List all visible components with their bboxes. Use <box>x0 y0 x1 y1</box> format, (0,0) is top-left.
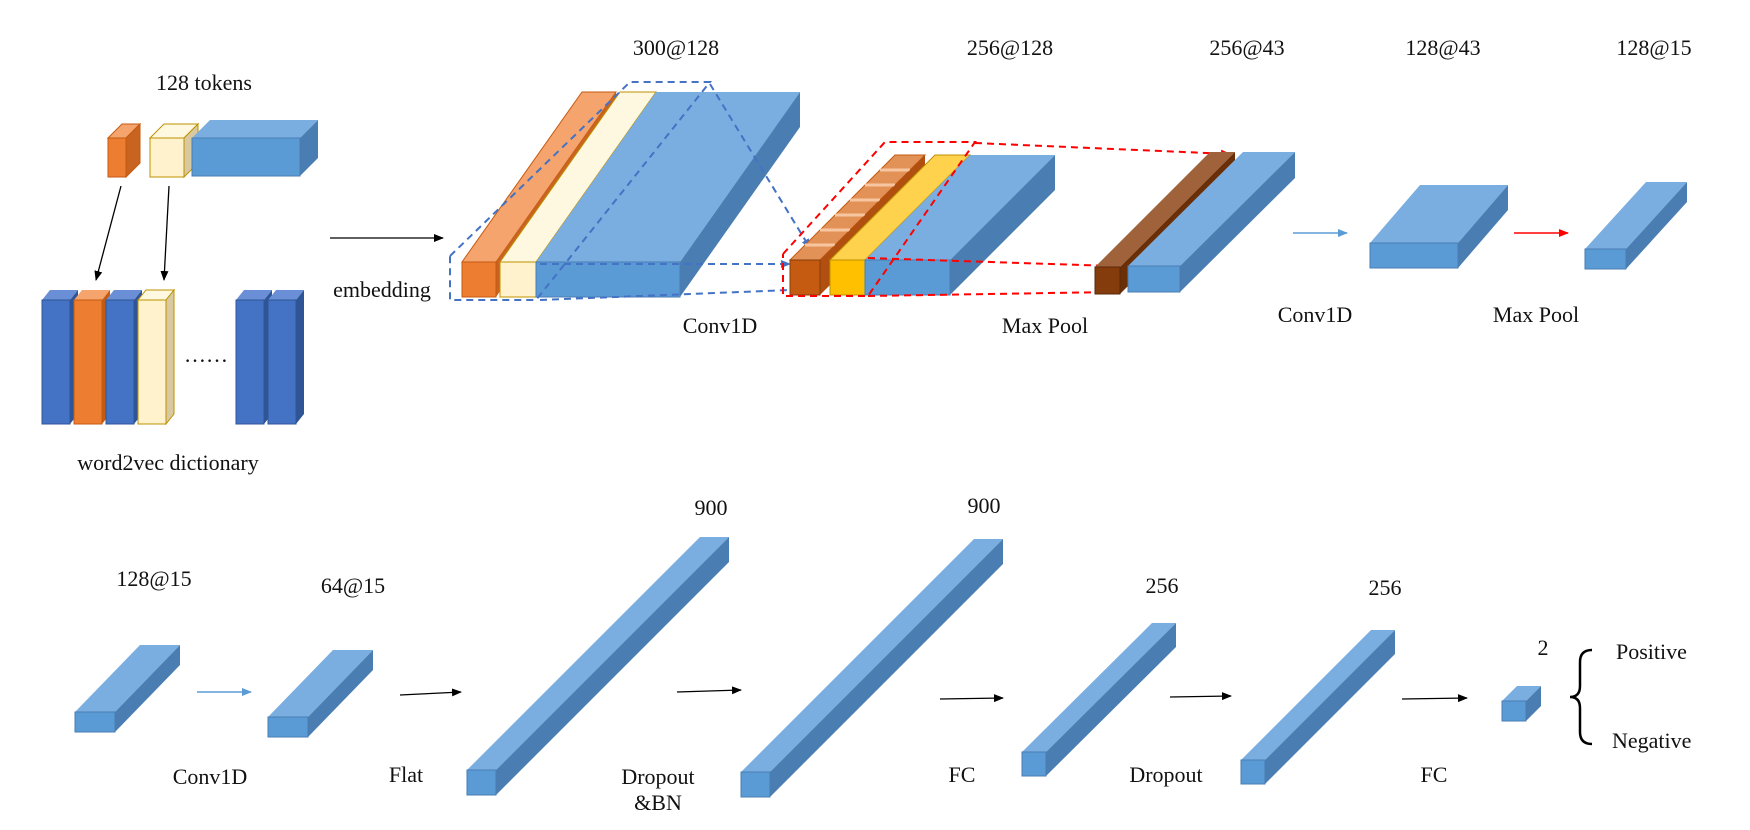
dict-vector-cream <box>136 288 176 426</box>
pool1-output-volume <box>1094 152 1295 295</box>
dropout-bn-output-volume <box>740 539 1003 798</box>
conv2-output-volume <box>1369 185 1508 269</box>
class-brace <box>1569 648 1593 746</box>
conv1-output-volume <box>782 141 1055 297</box>
conv2-op-label: Conv1D <box>1278 302 1353 327</box>
embedding-dim-label: 300@128 <box>633 35 719 60</box>
input-tokens <box>106 120 318 179</box>
conv3-dim-label: 64@15 <box>321 573 385 598</box>
pool-projection-line <box>867 291 1113 297</box>
dropout-dim-label: 256 <box>1369 575 1402 600</box>
fc2-op-label: FC <box>1421 762 1448 787</box>
dropout-output-volume <box>1240 630 1395 785</box>
conv1-block-blue <box>864 155 1055 296</box>
pool-window-dashed <box>782 141 977 297</box>
conv3-output-volume <box>267 650 373 738</box>
pool2-op-label: Max Pool <box>1493 302 1579 327</box>
fc2-dim-label: 2 <box>1538 635 1549 660</box>
token-cube-orange <box>106 122 142 179</box>
input-tokens-label: 128 tokens <box>156 70 252 95</box>
pool2-dim-label: 128@15 <box>1616 35 1691 60</box>
conv1-dim-label: 256@128 <box>967 35 1053 60</box>
flat-op-label: Flat <box>389 762 423 787</box>
pool1-op-label: Max Pool <box>1002 313 1088 338</box>
fc1-op-label: FC <box>949 762 976 787</box>
bottom-input-volume <box>74 645 180 733</box>
token-to-dict-arrow-1 <box>94 185 122 281</box>
kernel-projection-line <box>539 289 791 301</box>
fc1-dim-label: 256 <box>1146 573 1179 598</box>
conv1-op-label: Conv1D <box>683 313 758 338</box>
pool-projection-line <box>867 257 1113 270</box>
dropout-bn-op-label-line1: Dropout <box>621 764 694 789</box>
word2vec-dictionary: …… <box>41 288 304 426</box>
fc1-arrow <box>939 694 1004 703</box>
dict-vector <box>105 290 142 425</box>
flat-dim-label: 900 <box>695 495 728 520</box>
embedding-output-volume <box>449 81 800 301</box>
dict-vector <box>41 290 78 425</box>
fc1-output-volume <box>1021 623 1176 777</box>
embedding-label: embedding <box>333 277 431 302</box>
conv1-slice-gold <box>828 154 972 296</box>
flat-output-volume <box>466 537 729 796</box>
pool1-dim-label: 256@43 <box>1209 35 1284 60</box>
conv3-op-label: Conv1D <box>173 764 248 789</box>
positive-class-label: Positive <box>1616 639 1687 664</box>
embedding-block-blue <box>535 92 800 298</box>
dropout-bn-arrow <box>676 686 742 695</box>
pool-projection-line <box>974 142 1231 158</box>
token-cube-cream <box>148 122 200 179</box>
pool1-block-blue <box>1127 152 1295 293</box>
flat-arrow <box>399 688 462 697</box>
dict-vector <box>235 290 272 425</box>
kernel-projection-line <box>709 83 811 249</box>
conv2-dim-label: 128@43 <box>1405 35 1480 60</box>
dropout-op-label: Dropout <box>1129 762 1202 787</box>
fc2-output-volume <box>1501 686 1541 722</box>
dict-vector-orange <box>73 290 110 425</box>
negative-class-label: Negative <box>1612 728 1691 753</box>
token-to-dict-arrow-2 <box>160 185 170 281</box>
bottom-input-dim-label: 128@15 <box>116 566 191 591</box>
pool2-output-volume <box>1584 182 1687 270</box>
dropout-bn-dim-label: 900 <box>968 493 1001 518</box>
dict-vector <box>267 290 304 425</box>
kernel-window-dashed <box>449 81 713 301</box>
token-block-blue <box>191 120 318 177</box>
dictionary-ellipsis: …… <box>184 342 228 367</box>
fc2-arrow <box>1401 694 1468 703</box>
dropout-bn-op-label-line2: &BN <box>634 790 682 815</box>
dictionary-label: word2vec dictionary <box>77 450 258 475</box>
dropout-arrow <box>1169 692 1232 701</box>
